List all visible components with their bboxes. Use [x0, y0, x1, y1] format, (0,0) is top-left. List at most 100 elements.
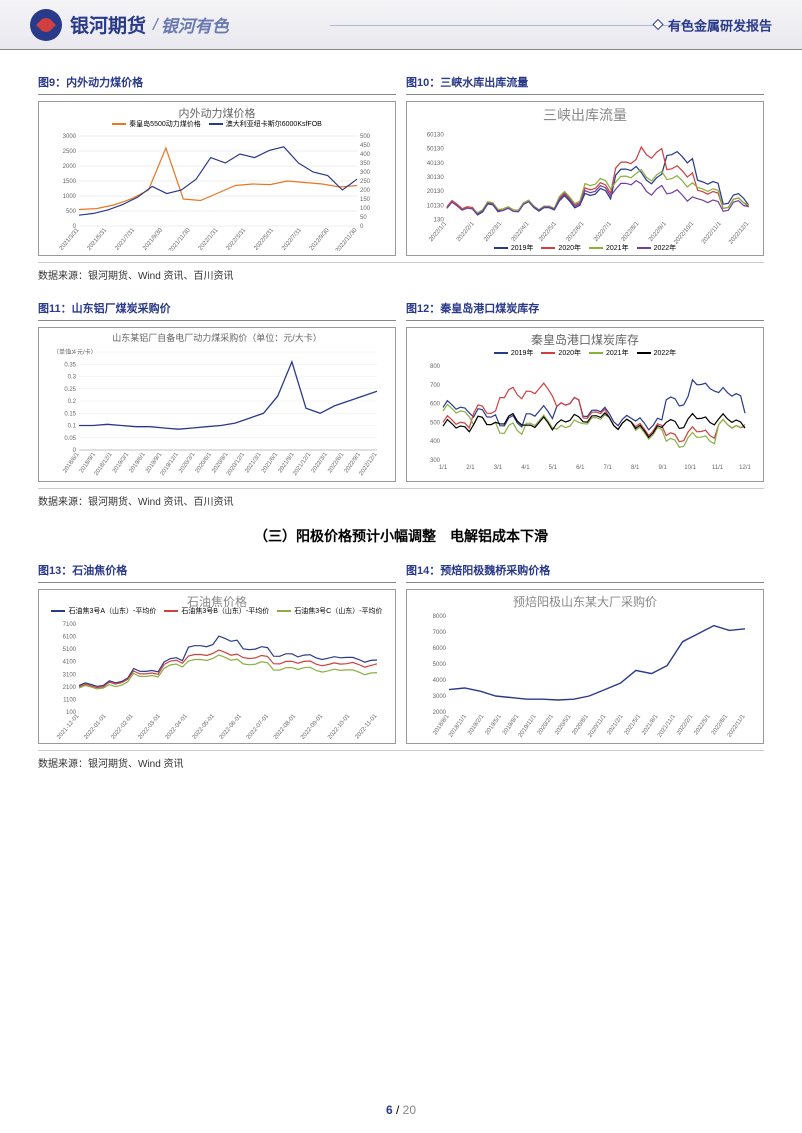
svg-text:3000: 3000: [433, 694, 447, 700]
svg-text:8000: 8000: [433, 614, 447, 620]
svg-text:50: 50: [360, 215, 367, 221]
svg-text:60130: 60130: [427, 132, 445, 139]
svg-text:1500: 1500: [63, 179, 77, 185]
svg-text:2022-10-01: 2022-10-01: [327, 713, 352, 739]
header-rule: [330, 25, 692, 26]
diamond-icon: [652, 19, 663, 30]
svg-text:7000: 7000: [433, 630, 447, 636]
chart-11-svg: （单位：元/卡）00.050.10.150.20.250.30.350.4 20…: [43, 332, 391, 477]
logo-icon: [30, 9, 62, 41]
svg-text:2020/2/1: 2020/2/1: [537, 713, 556, 736]
svg-text:2100: 2100: [63, 685, 77, 691]
chart-11-title: 山东某铝厂自备电厂动力煤采购价（单位：元/大卡）: [39, 331, 395, 344]
svg-text:7100: 7100: [63, 622, 77, 628]
svg-text:700: 700: [430, 383, 441, 389]
svg-text:2021/9/30: 2021/9/30: [142, 227, 164, 251]
report-type-text: 有色金属研发报告: [668, 15, 772, 34]
svg-text:7/1: 7/1: [604, 465, 613, 471]
svg-text:2000: 2000: [63, 164, 77, 170]
legend-item: 石油焦3号A（山东）-平均价: [51, 606, 156, 616]
svg-text:0.2: 0.2: [68, 399, 77, 405]
svg-text:2022-01-01: 2022-01-01: [83, 713, 108, 739]
source-row-2: 数据来源：银河期货、Wind 资讯、百川资讯: [38, 488, 764, 508]
brand-separator: /: [153, 15, 158, 35]
svg-text:400: 400: [360, 152, 371, 158]
svg-text:350: 350: [360, 161, 371, 167]
page-current: 6: [386, 1103, 393, 1117]
svg-text:400: 400: [430, 439, 441, 445]
svg-text:2020/11/1: 2020/11/1: [587, 713, 607, 738]
svg-text:50130: 50130: [427, 146, 445, 153]
svg-text:6100: 6100: [63, 635, 77, 641]
svg-text:2019/11/1: 2019/11/1: [518, 713, 538, 738]
svg-text:20130: 20130: [427, 188, 445, 195]
svg-text:2022/2/1: 2022/2/1: [676, 713, 695, 736]
svg-text:2022/3/31: 2022/3/31: [226, 227, 248, 251]
chart-13-legend: 石油焦3号A（山东）-平均价石油焦3号B（山东）-平均价石油焦3号C（山东）-平…: [39, 606, 395, 616]
svg-text:2020/8/1: 2020/8/1: [572, 713, 591, 736]
legend-item: 2019年: [494, 243, 534, 253]
chart-12-legend: 2019年2020年2021年2022年: [407, 348, 763, 358]
svg-text:2020/5/1: 2020/5/1: [554, 713, 573, 736]
page-number: 6 / 20: [0, 1103, 802, 1117]
legend-item: 石油焦3号B（山东）-平均价: [164, 606, 269, 616]
legend-item: 2021年: [589, 348, 629, 358]
source-row-3: 数据来源：银河期货、Wind 资讯: [38, 750, 764, 770]
chart-12-title: 秦皇岛港口煤炭库存: [407, 331, 763, 348]
svg-text:3/1: 3/1: [494, 465, 503, 471]
svg-text:1100: 1100: [63, 697, 77, 703]
svg-text:2022/11/1: 2022/11/1: [700, 220, 723, 245]
svg-text:2500: 2500: [63, 149, 77, 155]
svg-text:40130: 40130: [427, 160, 445, 167]
report-type: 有色金属研发报告: [654, 15, 772, 34]
svg-text:2022/5/1: 2022/5/1: [694, 713, 713, 736]
svg-text:2021/8/1: 2021/8/1: [641, 713, 660, 736]
svg-text:2022/1/31: 2022/1/31: [198, 227, 220, 251]
svg-text:2021/11/1: 2021/11/1: [657, 713, 677, 738]
svg-text:2022/5/31: 2022/5/31: [253, 227, 275, 251]
legend-item: 2020年: [541, 348, 581, 358]
svg-text:2022/9/30: 2022/9/30: [309, 227, 331, 251]
chart-11-cell: 图11：山东铝厂煤炭采购价 山东某铝厂自备电厂动力煤采购价（单位：元/大卡） （…: [38, 300, 396, 482]
svg-text:4/1: 4/1: [521, 465, 530, 471]
svg-text:9/1: 9/1: [658, 465, 667, 471]
svg-text:3100: 3100: [63, 672, 77, 678]
chart-9-cell: 图9：内外动力煤价格 内外动力煤价格 秦皇岛5500动力煤价格澳大利亚纽卡斯尔6…: [38, 74, 396, 256]
svg-text:2022/7/31: 2022/7/31: [281, 227, 303, 251]
svg-text:12/1: 12/1: [739, 465, 751, 471]
svg-text:2018/8/1: 2018/8/1: [432, 713, 451, 736]
svg-text:150: 150: [360, 197, 371, 203]
legend-item: 2022年: [637, 243, 677, 253]
svg-text:2022/3/1: 2022/3/1: [483, 220, 504, 243]
svg-text:2021/7/31: 2021/7/31: [114, 227, 136, 251]
svg-text:11/1: 11/1: [712, 465, 724, 471]
svg-text:100: 100: [360, 206, 371, 212]
svg-text:2021/11/30: 2021/11/30: [168, 227, 192, 251]
svg-text:2022/7/1: 2022/7/1: [592, 220, 613, 243]
svg-text:3000: 3000: [63, 134, 77, 140]
svg-text:4000: 4000: [433, 678, 447, 684]
svg-text:2022/12/1: 2022/12/1: [727, 220, 750, 246]
svg-text:0.15: 0.15: [64, 411, 76, 417]
svg-text:2018/11/1: 2018/11/1: [448, 713, 468, 738]
brand-sub: 银河有色: [161, 12, 229, 37]
svg-text:4100: 4100: [63, 660, 77, 666]
legend-item: 澳大利亚纽卡斯尔6000KsfFOB: [209, 119, 322, 129]
chart-14-title: 预焙阳极山东某大厂采购价: [407, 593, 763, 610]
svg-text:10/1: 10/1: [684, 465, 696, 471]
svg-text:2019/5/1: 2019/5/1: [485, 713, 504, 736]
legend-item: 2019年: [494, 348, 534, 358]
svg-text:0: 0: [360, 224, 364, 230]
chart-10-svg: 130101302013030130401305013060130 2022/1…: [411, 106, 759, 251]
chart-11-box: 山东某铝厂自备电厂动力煤采购价（单位：元/大卡） （单位：元/卡）00.050.…: [38, 327, 396, 482]
source-row-1: 数据来源：银河期货、Wind 资讯、百川资讯: [38, 262, 764, 282]
svg-text:450: 450: [360, 143, 371, 149]
svg-text:2/1: 2/1: [466, 465, 475, 471]
chart-9-label: 图9：内外动力煤价格: [38, 74, 396, 95]
svg-text:2022-11-01: 2022-11-01: [354, 713, 378, 739]
svg-text:500: 500: [66, 209, 77, 215]
svg-text:0.1: 0.1: [68, 424, 77, 430]
svg-text:1/1: 1/1: [439, 465, 448, 471]
svg-text:0.05: 0.05: [64, 436, 76, 442]
brand-main: 银河期货: [70, 11, 146, 38]
